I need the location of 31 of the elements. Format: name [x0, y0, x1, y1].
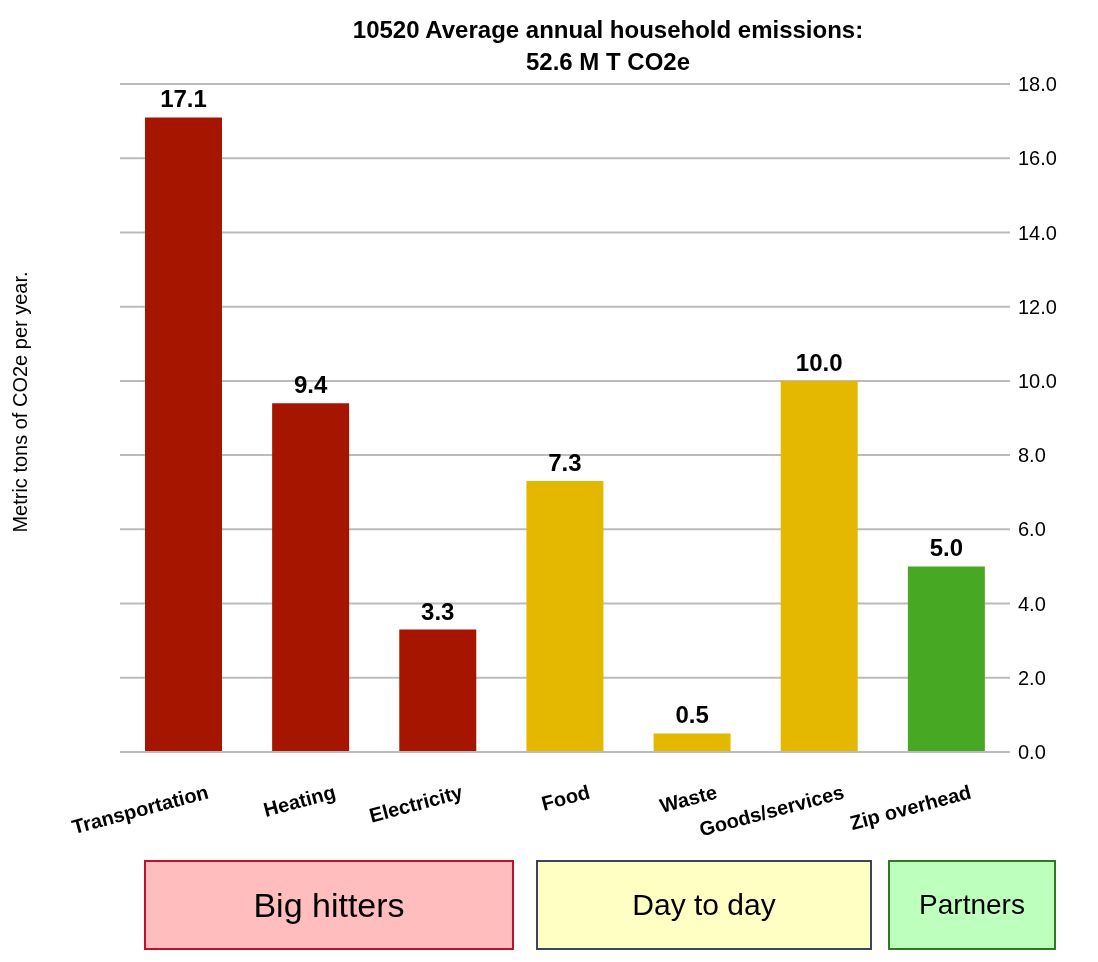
y-tick-label: 4.0 [1018, 592, 1046, 615]
bar [272, 403, 350, 752]
data-label: 7.3 [548, 449, 582, 477]
data-label: 5.0 [929, 534, 964, 562]
text: Day to day [536, 860, 872, 950]
y-tick-label: 6.0 [1018, 518, 1046, 541]
text: Big hitters [144, 860, 514, 950]
y-tick-label: 18.0 [1018, 73, 1057, 96]
text: Partners [888, 860, 1056, 950]
data-label: 0.5 [675, 701, 709, 729]
data-label: 3.3 [421, 597, 455, 625]
bar [653, 733, 731, 752]
chart-title: 10520 Average annual household emissions: 52.6 M T CO2e [351, 15, 865, 77]
y-tick-label: 12.0 [1018, 295, 1057, 318]
data-label: 10.0 [795, 348, 843, 376]
x-tick-label: Food [539, 780, 593, 815]
y-tick-label: 0.0 [1018, 741, 1046, 764]
y-axis-title: Metric tons of CO2e per year. [8, 271, 32, 533]
x-tick-label: Heating [261, 780, 338, 821]
bar [907, 566, 985, 752]
y-tick-label: 14.0 [1018, 221, 1057, 244]
data-label: 9.4 [293, 371, 328, 399]
y-tick-label: 10.0 [1018, 369, 1057, 392]
bar [145, 117, 222, 752]
y-tick-label: 8.0 [1018, 444, 1046, 467]
y-tick-label: 16.0 [1018, 147, 1057, 170]
bar [526, 481, 604, 752]
data-label: 17.1 [160, 85, 207, 113]
y-tick-label: 2.0 [1018, 666, 1046, 689]
bar [399, 629, 477, 752]
bar [780, 380, 858, 752]
